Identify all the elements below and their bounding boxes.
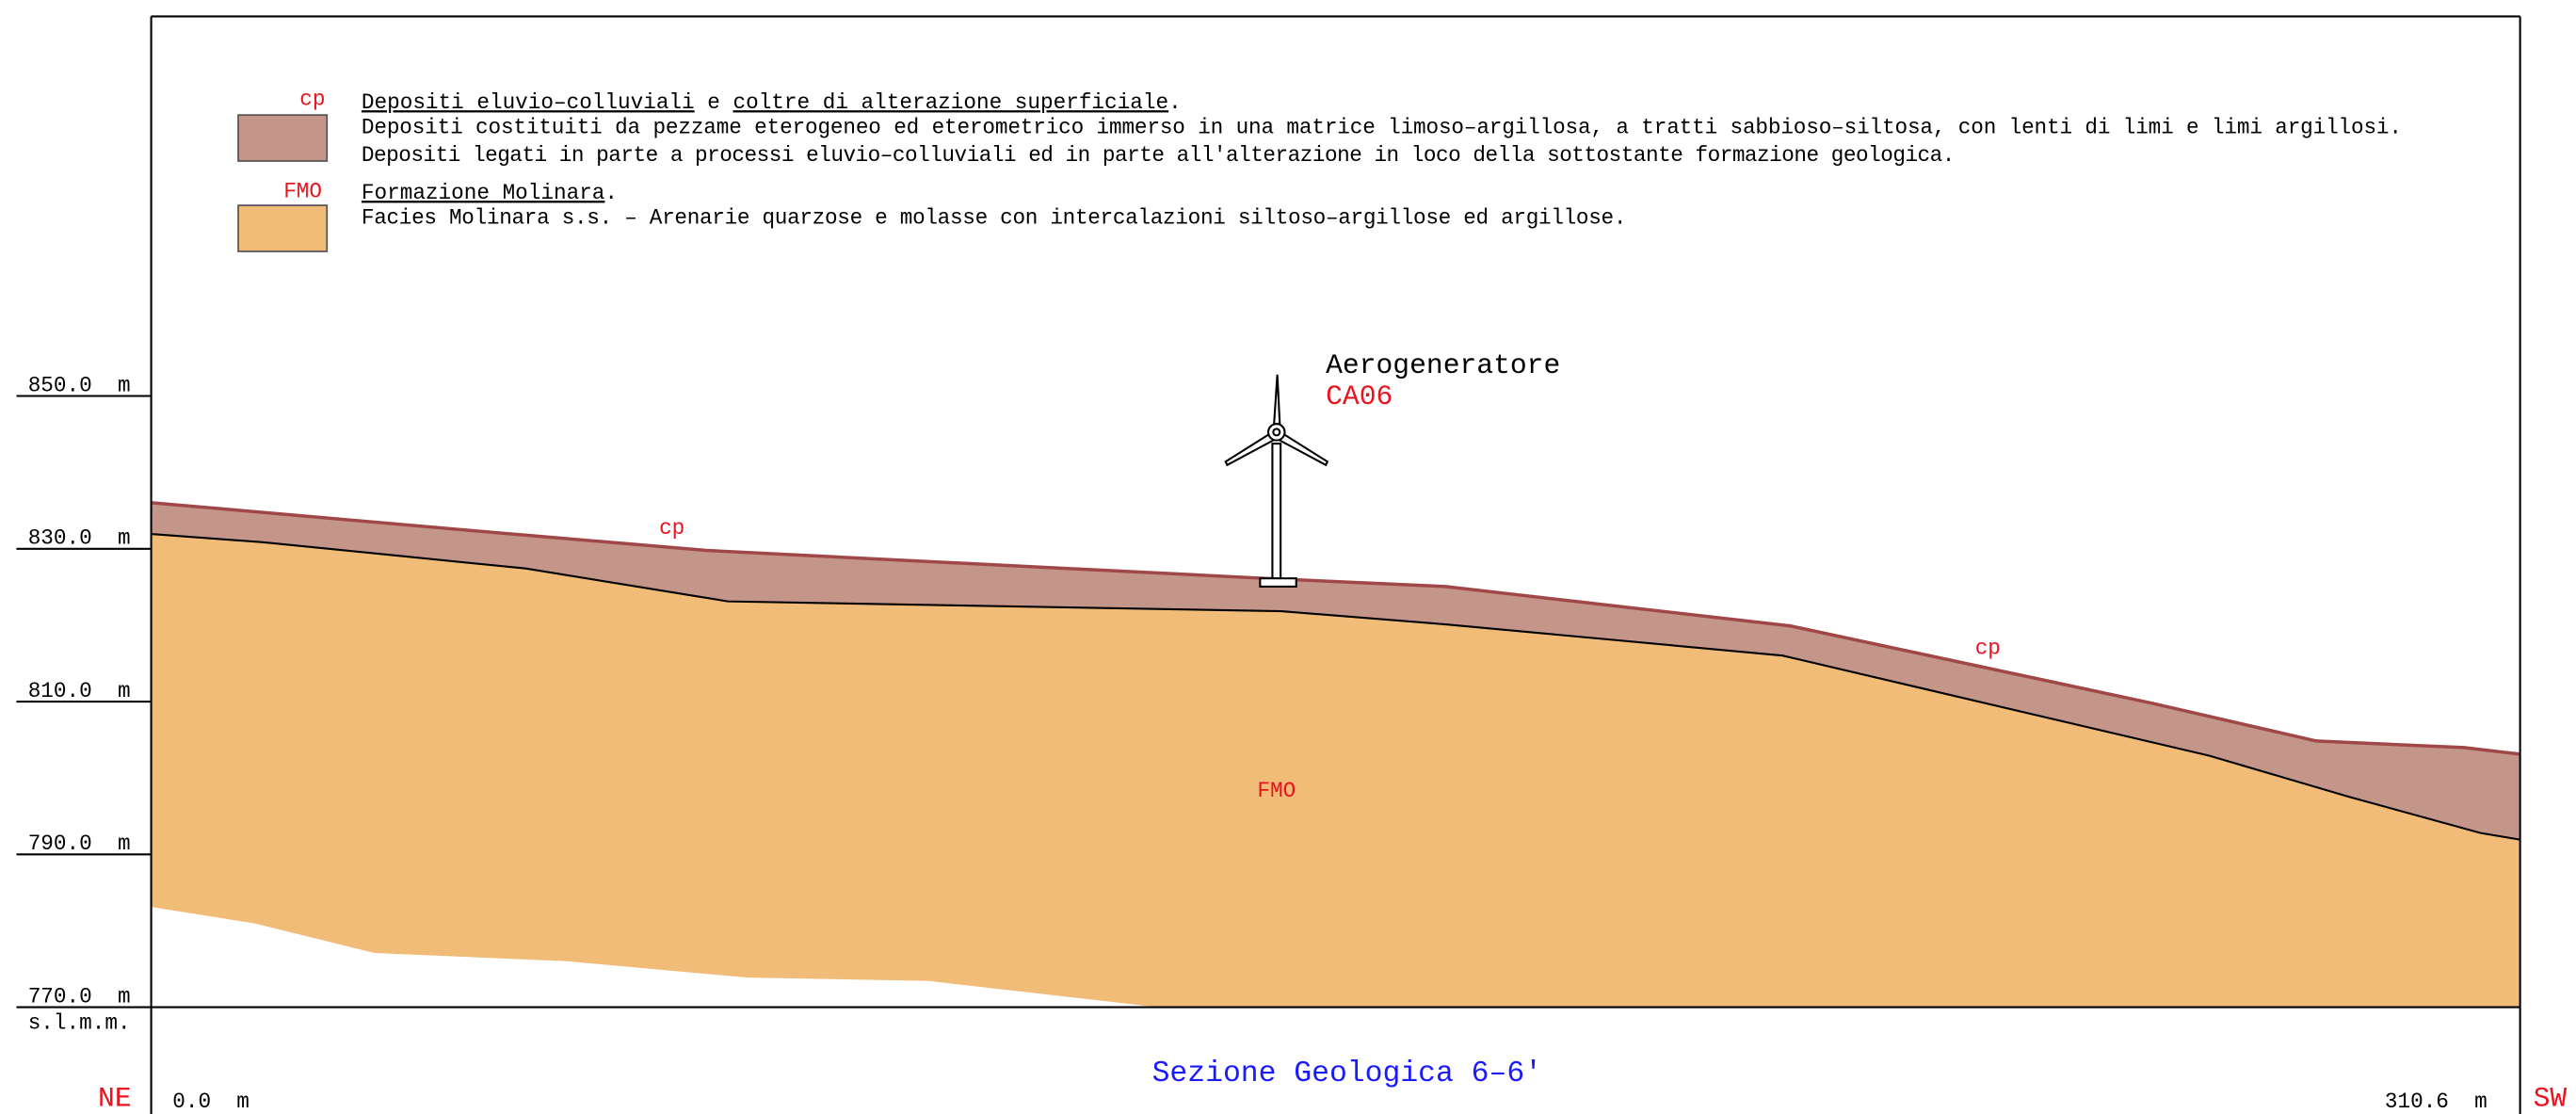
elevation-label: 770.0 m: [28, 984, 131, 1009]
legend-code: cp: [299, 88, 325, 112]
elevation-label: 850.0 m: [28, 373, 131, 397]
turbine-label: Aerogeneratore: [1326, 349, 1560, 381]
cp-body: [151, 502, 2520, 840]
elevation-label: 830.0 m: [28, 526, 131, 551]
ground-line: [151, 501, 2520, 756]
legend-title-part: .: [1168, 90, 1182, 115]
fmo-body: [151, 534, 2520, 1008]
legend-title: Depositi eluvio–colluviali e coltre di a…: [362, 90, 1182, 115]
turbine-id: CA06: [1326, 380, 1393, 412]
elevation-label: 790.0 m: [28, 831, 131, 856]
end-label-right: SW: [2534, 1082, 2568, 1114]
section-title: Sezione Geologica 6–6': [1152, 1057, 1542, 1090]
legend-title-part: .: [604, 181, 618, 205]
legend-title-part: coltre di alterazione superficiale: [733, 90, 1168, 115]
legend-swatch-cp: [237, 114, 329, 162]
end-label-left: NE: [98, 1082, 132, 1114]
datum-label: s.l.m.m.: [28, 1010, 131, 1035]
elevation-label: 810.0 m: [28, 679, 131, 703]
unit-label: cp: [1975, 636, 2001, 660]
frame: [16, 15, 2521, 1114]
legend-title: Formazione Molinara.: [362, 181, 618, 205]
wind-turbine: [1224, 374, 1329, 588]
distance-label: 310.6 m: [2385, 1090, 2487, 1114]
contact-line: [151, 533, 2520, 841]
distance-label: 0.0 m: [172, 1090, 250, 1114]
legend-line: Facies Molinara s.s. – Arenarie quarzose…: [362, 205, 1627, 230]
legend-line: Depositi legati in parte a processi eluv…: [362, 143, 1955, 168]
legend-swatch-fmo: [237, 204, 329, 252]
unit-label: cp: [659, 516, 684, 541]
unit-label: FMO: [1257, 779, 1296, 803]
legend-title-part: Depositi eluvio–colluviali: [362, 90, 695, 115]
legend-line: Depositi costituiti da pezzame eterogene…: [362, 115, 2402, 139]
legend-title-part: e: [695, 90, 733, 115]
legend-title-part: Formazione Molinara: [362, 181, 605, 205]
legend-code: FMO: [283, 179, 322, 203]
